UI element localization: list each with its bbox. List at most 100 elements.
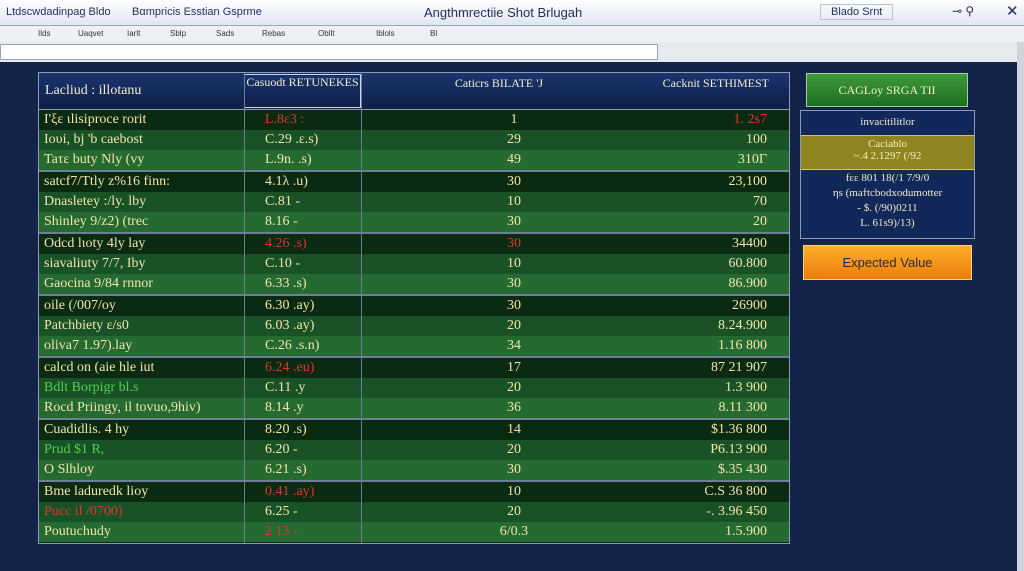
row-amount: 1.16 800: [718, 338, 767, 353]
table-row[interactable]: satcf7/Ttly ᴢ%16 finn: 4.1λ .u) 30 23,100: [39, 172, 789, 192]
table-row[interactable]: Βdlt Βorpigr bl.s C.11 .y 20 1.3 900: [39, 378, 789, 398]
row-label: Rocd Ρriingy, il tovuo,9hiv): [44, 400, 201, 415]
row-count: 17: [507, 360, 521, 375]
table-header: Lacliud : illotanu Casuodt RETUNEΚES Catic…: [39, 73, 789, 110]
window-info: Blado Srnt: [820, 4, 894, 20]
row-count: 30: [507, 462, 521, 477]
table-row[interactable]: Prud $1 R, 6.20 - 20 P6.13 900: [39, 440, 789, 460]
group-divider: [39, 170, 789, 172]
menu-item[interactable]: Sblp: [170, 29, 187, 38]
table-row[interactable]: Pucc il /0700) 6.25 - 20 -. 3.96 450: [39, 502, 789, 522]
row-odds: L.9n. .s): [265, 152, 312, 167]
row-count: 20: [507, 504, 521, 519]
table-row[interactable]: Taτε buty Νly (vy L.9n. .s) 49 310Γ: [39, 150, 789, 170]
table-row[interactable]: Rocd Ρriingy, il tovuo,9hiv) 8.14 .y 36 8.1…: [39, 398, 789, 418]
table-row[interactable]: Dnasletey :/ly. lby C.81 - 10 70: [39, 192, 789, 212]
menu-item[interactable]: Iarlt: [127, 29, 141, 38]
menu-bar: Ilds Uaqvet Iarlt Sblp Sads Rebas Obllt Iblols B…: [0, 26, 1024, 43]
row-count: 10: [507, 256, 521, 271]
row-odds: 6.21 .s): [265, 462, 307, 477]
table-row[interactable]: Odcd lιoty 4ly lay 4.26 .s) 30 34400: [39, 234, 789, 254]
row-amount: C.S 36 800: [704, 484, 767, 499]
panel-button[interactable]: CAGLoy SRGA TII: [806, 73, 968, 107]
row-count: 49: [507, 152, 521, 167]
column-header: Casuodt RETUNEΚES: [244, 74, 361, 108]
row-count: 14: [507, 422, 521, 437]
row-odds: 6.03 .ay): [265, 318, 315, 333]
row-amount: 60.800: [728, 256, 768, 271]
row-label: Ι'ξε ιlisiproce rorit: [44, 112, 147, 127]
row-label: Ρatchbiety ε/s0: [44, 318, 129, 333]
table-row[interactable]: Poutuchudy 2 13 - 6/0.3 1.5.900: [39, 522, 789, 542]
row-odds: 6.20 -: [265, 442, 298, 457]
group-divider: [39, 356, 789, 358]
row-odds: 4.26 .s): [265, 236, 307, 251]
row-odds: 8.14 .y: [265, 400, 304, 415]
menu-item[interactable]: Rebas: [262, 29, 286, 38]
row-odds: C.29 .ε.s): [265, 132, 319, 147]
row-label: Ιουi, bj 'b caebost: [44, 132, 143, 147]
close-button[interactable]: ✕: [1006, 3, 1019, 20]
panel-box: invacitilitlor Caciablo ~.4 2.1297 (/92 …: [800, 110, 975, 239]
window-title: Angthmrectiie Shot Brlugah: [424, 5, 583, 20]
table-row[interactable]: Bme laduredk lioy 0.41 .ay) 10 C.S 36 800: [39, 482, 789, 502]
scrollbar[interactable]: [1017, 42, 1024, 571]
row-count: 20: [507, 318, 521, 333]
row-count: 6/0.3: [499, 524, 529, 539]
row-label: O Slhloy: [44, 462, 95, 477]
table-row[interactable]: Gaocina 9/84 rnnor 6.33 .s) 30 86.900: [39, 274, 789, 294]
row-odds: 4.1λ .u): [265, 174, 308, 189]
table-row[interactable]: Ι'ξε ιlisiproce rorit L.8ε3 : 1 1. 2s7: [39, 110, 789, 130]
table-row[interactable]: O Slhloy 6.21 .s) 30 $.35 430: [39, 460, 789, 480]
title-bar: Ltdscwdadinpag Bldo Bαmpricis Esstian Gs…: [0, 0, 1024, 26]
row-odds: C.81 -: [265, 194, 300, 209]
table-row[interactable]: Ρatchbiety ε/s0 6.03 .ay) 20 8.24.900: [39, 316, 789, 336]
row-label: Pucc il /0700): [44, 504, 123, 519]
menu-item[interactable]: Obllt: [318, 29, 335, 38]
row-count: 30: [507, 298, 521, 313]
row-label: Gaocina 9/84 rnnor: [44, 276, 153, 291]
row-amount: P6.13 900: [710, 442, 767, 457]
menu-item[interactable]: Uaqvet: [78, 29, 104, 38]
row-odds: C.26 .s.n): [265, 338, 320, 353]
table-row[interactable]: Shinley 9/ᴢ2) (trec 8.16 - 30 20: [39, 212, 789, 232]
row-label: Βdlt Βorpigr bl.s: [44, 380, 139, 395]
row-amount: 1.5.900: [725, 524, 767, 539]
panel-line: - $. (/90)0211: [857, 202, 918, 214]
highlight-value: ~.4 2.1297 (/92: [853, 150, 922, 162]
row-odds: 6.30 .ay): [265, 298, 315, 313]
menu-item[interactable]: Ilds: [38, 29, 51, 38]
panel-title: invacitilitlor: [860, 116, 915, 128]
row-amount: 34400: [732, 236, 767, 251]
menu-item[interactable]: Sads: [216, 29, 235, 38]
table-row[interactable]: siavaliuty 7/7, Ιby C.10 - 10 60.800: [39, 254, 789, 274]
row-label: oliva7 1.97).lay: [44, 338, 133, 353]
table-row[interactable]: calcd on (aie hle iut 6.24 .eu) 17 87 21 90…: [39, 358, 789, 378]
row-amount: 100: [746, 132, 767, 147]
menu-item[interactable]: Iblols: [376, 29, 395, 38]
row-count: 30: [507, 276, 521, 291]
table-row[interactable]: oile (/007/oy 6.30 .ay) 30 26900: [39, 296, 789, 316]
row-label: Bme laduredk lioy: [44, 484, 149, 499]
row-label: Dnasletey :/ly. lby: [44, 194, 147, 209]
table-row[interactable]: oliva7 1.97).lay C.26 .s.n) 34 1.16 800: [39, 336, 789, 356]
expected-value-button[interactable]: Expected Value: [803, 245, 972, 280]
window-controls[interactable]: ⊸ ⚲: [952, 4, 975, 18]
panel-line: fεε 801 18(/1 7/9/0: [845, 172, 930, 184]
menu-item[interactable]: Bl: [430, 29, 438, 38]
column-header: Caticrs BILATE 'J: [454, 76, 544, 90]
app-section: Bαmpricis Esstian Gsprme: [132, 6, 262, 18]
row-amount: 20: [753, 214, 767, 229]
row-label: Odcd lιoty 4ly lay: [44, 236, 146, 251]
column-header: Cacknit SETHIMEST: [662, 76, 769, 90]
row-amount: 70: [753, 194, 767, 209]
row-amount: $1.36 800: [711, 422, 767, 437]
address-bar[interactable]: [0, 44, 658, 60]
row-amount: 26900: [732, 298, 767, 313]
table-row[interactable]: Ιουi, bj 'b caebost C.29 .ε.s) 29 100: [39, 130, 789, 150]
row-odds: 8.16 -: [265, 214, 298, 229]
row-amount: 310Γ: [737, 152, 767, 167]
row-count: 20: [507, 442, 521, 457]
table-row[interactable]: Cuadidlis. 4 hy 8.20 .s) 14 $1.36 800: [39, 420, 789, 440]
